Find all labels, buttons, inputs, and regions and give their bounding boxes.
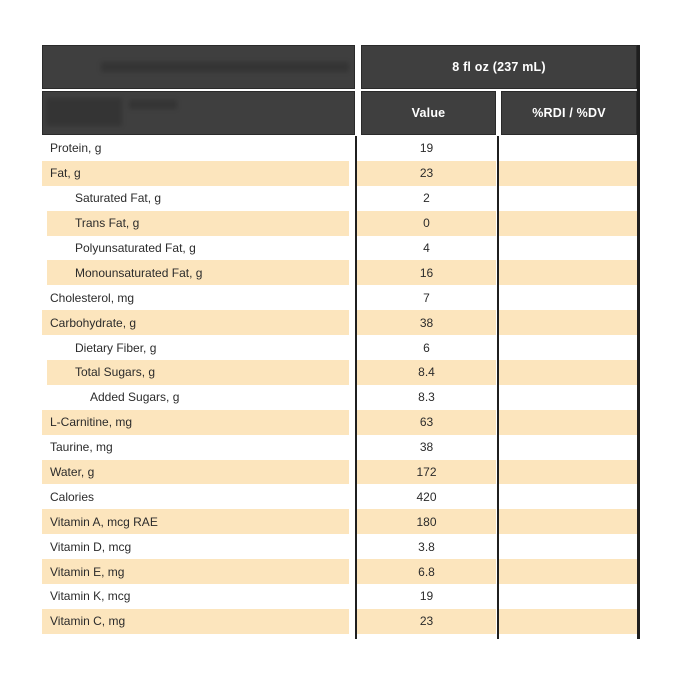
nutrient-label-cell: Added Sugars, g	[90, 390, 180, 405]
nutrient-value-cell: 63	[357, 409, 496, 435]
nutrient-label-cell: Vitamin A, mcg RAE	[42, 509, 349, 535]
nutrient-value-cell: 6	[423, 340, 430, 355]
table-row: Vitamin A, mcg RAE 180	[42, 509, 637, 535]
column-divider-line	[497, 136, 499, 639]
nutrient-label-cell: Dietary Fiber, g	[75, 340, 157, 355]
column-divider-line	[355, 136, 357, 639]
nutrient-value-cell: 4	[423, 241, 430, 255]
table-row: Fat, g 23	[42, 160, 637, 186]
table-row: Protein, g 19	[42, 136, 637, 161]
table-row: Carbohydrate, g 38	[42, 310, 637, 336]
nutrient-value-cell: 3.8	[418, 539, 435, 554]
nutrient-rdi-cell	[499, 360, 637, 385]
nutrient-value-cell: 8.3	[418, 390, 435, 405]
redacted-text-smudge	[129, 100, 177, 109]
nutrient-label-cell: Water, g	[42, 459, 349, 485]
nutrient-rdi-cell	[499, 136, 637, 161]
nutrient-rdi-cell	[499, 409, 637, 435]
nutrient-label-cell: Total Sugars, g	[47, 360, 349, 385]
nutrient-rdi-cell	[499, 534, 637, 559]
nutrient-value-cell: 172	[357, 459, 496, 485]
nutrient-value-cell: 38	[357, 310, 496, 336]
nutrient-label-cell: Vitamin C, mg	[42, 608, 349, 634]
nutrient-value-cell: 19	[419, 589, 434, 604]
nutrient-value-cell: 19	[419, 141, 434, 156]
table-row: Total Sugars, g 8.4	[42, 360, 637, 385]
nutrient-label-cell: Carbohydrate, g	[42, 310, 349, 336]
nutrient-value-cell: 6.8	[357, 559, 496, 585]
nutrient-label-cell: Taurine, mg	[50, 440, 113, 455]
nutrient-rdi-cell	[499, 310, 637, 336]
nutrient-label-cell: Polyunsaturated Fat, g	[75, 241, 196, 255]
nutrition-facts-table: 8 fl oz (237 mL) Value %RDI / %DV Protei…	[42, 45, 640, 645]
nutrient-label-cell: Vitamin D, mcg	[50, 539, 132, 554]
nutrient-value-cell: 7	[423, 290, 430, 305]
table-right-border	[637, 45, 640, 639]
redacted-text-smudge	[46, 98, 122, 126]
nutrient-value-cell: 23	[357, 608, 496, 634]
nutrient-rdi-cell	[499, 559, 637, 585]
table-row: Vitamin E, mg 6.8	[42, 559, 637, 585]
nutrient-rdi-cell	[499, 236, 637, 261]
column-header-rdi-dv: %RDI / %DV	[501, 91, 637, 135]
nutrient-rdi-cell	[499, 385, 637, 410]
table-row: Vitamin C, mg 23	[42, 608, 637, 634]
header-nutrient-block-2	[42, 91, 355, 135]
nutrient-rdi-cell	[499, 509, 637, 535]
nutrient-rdi-cell	[499, 260, 637, 286]
table-row: Cholesterol, mg 7	[42, 285, 637, 310]
nutrient-value-cell: 23	[357, 160, 496, 186]
nutrient-value-cell: 0	[357, 210, 496, 236]
header-serving-size-cell: 8 fl oz (237 mL)	[361, 45, 637, 89]
nutrient-rdi-cell	[499, 484, 637, 509]
nutrient-label-cell: Fat, g	[42, 160, 349, 186]
nutrient-label-cell: Calories	[50, 489, 95, 504]
nutrient-value-cell: 2	[423, 191, 430, 206]
rdi-dv-column-label: %RDI / %DV	[532, 106, 606, 120]
nutrient-label-cell: Monounsaturated Fat, g	[47, 260, 349, 286]
nutrient-value-cell: 16	[357, 260, 496, 286]
serving-size-label: 8 fl oz (237 mL)	[452, 60, 546, 74]
table-row: Vitamin D, mcg 3.8	[42, 534, 637, 559]
table-row: Water, g 172	[42, 459, 637, 485]
nutrient-value-cell: 420	[416, 489, 437, 504]
value-column-label: Value	[411, 106, 446, 120]
table-row: Calories 420	[42, 484, 637, 509]
nutrient-rdi-cell	[499, 210, 637, 236]
nutrient-rdi-cell	[499, 435, 637, 460]
nutrient-label-cell: Saturated Fat, g	[75, 191, 162, 206]
nutrient-label-cell: Vitamin K, mcg	[50, 589, 131, 604]
redacted-text-smudge	[101, 62, 349, 72]
nutrient-rdi-cell	[499, 186, 637, 211]
nutrient-label-cell: L-Carnitine, mg	[42, 409, 349, 435]
nutrient-rdi-cell	[499, 608, 637, 634]
nutrient-label-cell: Protein, g	[50, 141, 102, 156]
table-row: Polyunsaturated Fat, g 4	[42, 236, 637, 261]
nutrient-rdi-cell	[499, 584, 637, 609]
table-row: Taurine, mg 38	[42, 435, 637, 460]
nutrient-label-cell: Cholesterol, mg	[50, 290, 135, 305]
table-row: Vitamin K, mcg 19	[42, 584, 637, 609]
table-row: Trans Fat, g 0	[42, 210, 637, 236]
nutrient-value-cell: 8.4	[357, 360, 496, 385]
table-body: Protein, g 19 Fat, g 23 Saturated Fat, g…	[42, 136, 637, 634]
nutrient-rdi-cell	[499, 459, 637, 485]
table-row: Monounsaturated Fat, g 16	[42, 260, 637, 286]
nutrient-label-cell: Trans Fat, g	[47, 210, 349, 236]
nutrient-rdi-cell	[499, 335, 637, 360]
table-row: Added Sugars, g 8.3	[42, 385, 637, 410]
header-nutrient-block	[42, 45, 355, 89]
column-header-value: Value	[361, 91, 496, 135]
table-row: Saturated Fat, g 2	[42, 186, 637, 211]
nutrient-label-cell: Vitamin E, mg	[42, 559, 349, 585]
nutrient-value-cell: 180	[357, 509, 496, 535]
nutrient-rdi-cell	[499, 160, 637, 186]
nutrient-value-cell: 38	[419, 440, 434, 455]
nutrient-rdi-cell	[499, 285, 637, 310]
table-row: Dietary Fiber, g 6	[42, 335, 637, 360]
table-row: L-Carnitine, mg 63	[42, 409, 637, 435]
